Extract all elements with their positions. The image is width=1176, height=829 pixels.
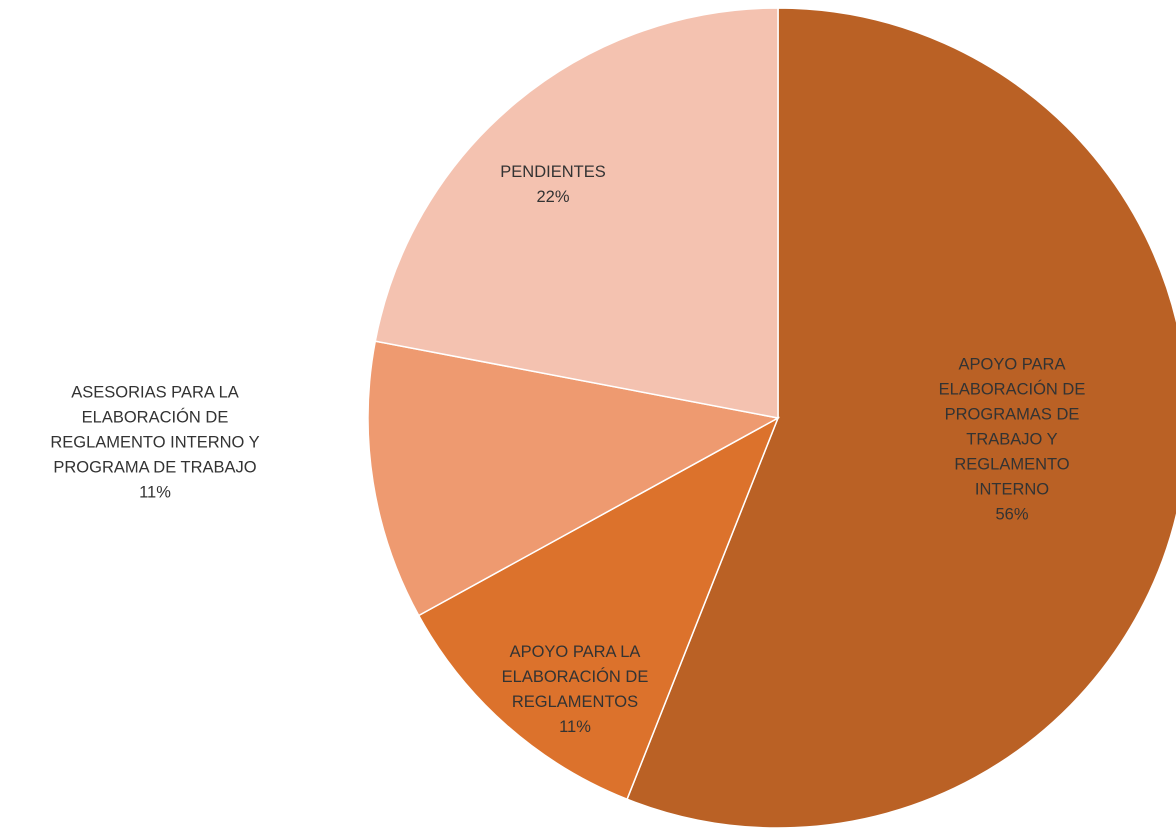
value-label: 11% [139,483,171,502]
category-label: APOYO PARA LA ELABORACIÓN DE REGLAMENTOS [501,643,649,711]
pie-slice [417,416,780,801]
category-label: APOYO PARA ELABORACIÓN DE PROGRAMAS DE T… [938,355,1086,499]
slice-label: APOYO PARA ELABORACIÓN DE PROGRAMAS DE T… [930,353,1094,528]
slice-label: PENDIENTES 22% [500,160,605,210]
value-label: 56% [995,505,1029,524]
slice-label: APOYO PARA LA ELABORACIÓN DE REGLAMENTOS… [502,640,649,740]
pie-slice [367,340,781,617]
slice-label: ASESORIAS PARA LA ELABORACIÓN DE REGLAME… [50,381,259,506]
pie-slice [374,7,779,419]
category-label: ASESORIAS PARA LA ELABORACIÓN DE REGLAME… [50,383,260,477]
pie-slice [626,7,1176,829]
value-label: 22% [536,188,570,206]
category-label: PENDIENTES [500,163,606,181]
value-label: 11% [559,718,591,736]
